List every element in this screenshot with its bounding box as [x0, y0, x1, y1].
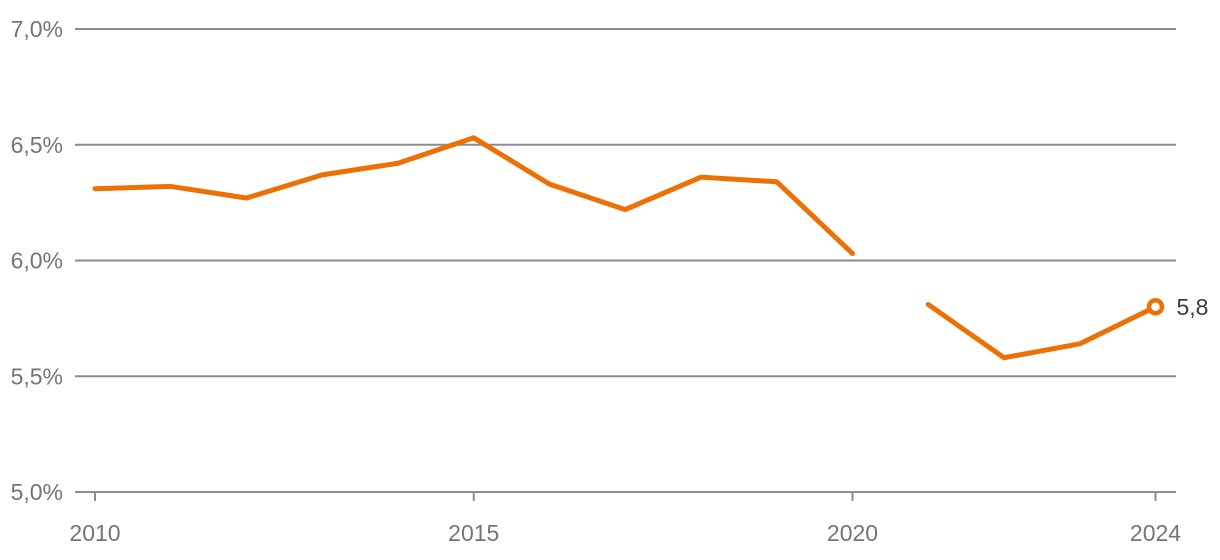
y-axis-label: 5,5%	[11, 363, 63, 389]
x-axis-label: 2024	[1130, 520, 1181, 546]
y-axis-label: 7,0%	[11, 16, 63, 42]
y-axis-label: 6,5%	[11, 132, 63, 158]
x-axis-label: 2010	[69, 520, 120, 546]
series-end-marker	[1146, 298, 1165, 316]
y-axis-label: 6,0%	[11, 248, 63, 274]
series-line-segment	[92, 135, 855, 257]
series-line-segment	[925, 301, 1158, 361]
x-axis-label: 2015	[448, 520, 499, 546]
end-value-label: 5,8	[1177, 294, 1209, 320]
x-axis-label: 2020	[827, 520, 878, 546]
y-axis-label: 5,0%	[11, 479, 63, 505]
